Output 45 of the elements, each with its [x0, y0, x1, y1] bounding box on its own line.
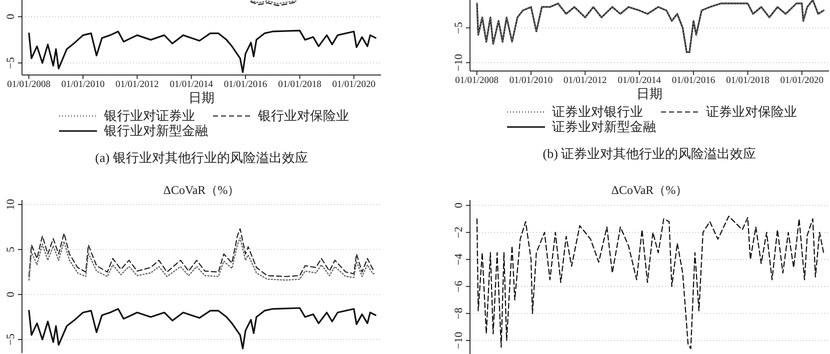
x-tick-label: 01/01/2012: [564, 76, 608, 86]
chart-title: ΔCoVaR（%）: [163, 183, 240, 197]
x-tick-label: 01/01/2018: [278, 80, 322, 90]
y-tick-label: 0: [453, 202, 465, 208]
x-tick-label: 01/01/2014: [170, 80, 214, 90]
y-tick-label: 10: [5, 198, 17, 210]
x-axis-title: 日期: [636, 86, 662, 101]
x-tick-label: 01/01/2018: [726, 76, 770, 86]
text: (b) 证券业对其他行业的风险溢出效应: [542, 146, 756, 161]
x-tick-label: 01/01/2010: [61, 80, 105, 90]
y-tick-label: −5: [5, 56, 17, 69]
y-tick-label: 0: [5, 291, 17, 298]
y-tick-label: −10: [453, 54, 465, 72]
line-series: [28, 307, 376, 350]
line-series: [28, 30, 376, 74]
x-tick-label: 01/01/2010: [509, 76, 553, 86]
x-tick-label: 01/01/2020: [780, 76, 824, 86]
x-tick-label: 01/01/2014: [618, 76, 662, 86]
legend-label: 银行业对新型金融: [103, 123, 208, 138]
legend-label: 证券业对银行业: [552, 104, 643, 119]
y-tick-label: −6: [453, 280, 465, 292]
y-tick-label: −2: [453, 226, 465, 238]
y-tick-label: 5: [5, 246, 17, 252]
x-tick-label: 01/01/2020: [332, 80, 376, 90]
legend-label: 证券业对新型金融: [552, 119, 656, 134]
x-axis-title: 日期: [188, 90, 214, 105]
text: (a) 银行业对其他行业的风险溢出效应: [95, 150, 308, 165]
y-tick-label: −10: [453, 331, 465, 350]
x-tick-label: 01/01/2008: [7, 80, 51, 90]
x-tick-label: 01/01/2016: [224, 80, 268, 90]
y-tick-label: −8: [453, 307, 465, 320]
line-series: [476, 216, 824, 350]
legend-label: 银行业对证券业: [103, 108, 195, 123]
y-tick-label: −5: [453, 22, 465, 34]
x-tick-label: 01/01/2012: [116, 80, 160, 90]
y-tick-label: −5: [5, 333, 17, 346]
x-tick-label: 01/01/2016: [672, 76, 716, 86]
legend-label: 证券业对保险业: [706, 104, 797, 119]
legend-label: 银行业对保险业: [257, 108, 349, 123]
y-tick-label: 0: [5, 13, 17, 20]
y-tick-label: −4: [453, 253, 465, 266]
line-series: [28, 237, 376, 281]
line-series: [28, 228, 376, 278]
chart-title: ΔCoVaR（%）: [611, 183, 688, 197]
x-tick-label: 01/01/2008: [455, 76, 499, 86]
